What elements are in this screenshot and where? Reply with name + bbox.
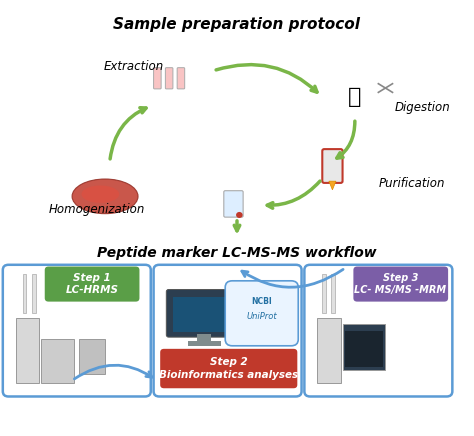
Text: Purification: Purification (378, 177, 445, 190)
FancyBboxPatch shape (3, 265, 151, 396)
Ellipse shape (82, 185, 119, 203)
Bar (343, 324, 385, 370)
Bar (79, 339, 105, 374)
Text: Step 1
LC-HRMS: Step 1 LC-HRMS (65, 272, 118, 295)
Bar (346, 330, 383, 368)
FancyBboxPatch shape (354, 266, 448, 302)
FancyBboxPatch shape (165, 68, 173, 89)
Text: NCBI: NCBI (251, 296, 272, 306)
FancyBboxPatch shape (154, 68, 161, 89)
FancyBboxPatch shape (160, 349, 297, 388)
FancyBboxPatch shape (154, 265, 301, 396)
FancyBboxPatch shape (224, 191, 243, 217)
FancyBboxPatch shape (45, 266, 139, 302)
Bar (322, 274, 326, 313)
FancyBboxPatch shape (166, 290, 242, 337)
Text: Peptide marker LC-MS-MS workflow: Peptide marker LC-MS-MS workflow (97, 246, 377, 260)
Bar (41, 339, 74, 383)
Text: Step 2
Bioinformatics analyses: Step 2 Bioinformatics analyses (159, 357, 298, 379)
FancyBboxPatch shape (304, 265, 452, 396)
Circle shape (236, 212, 243, 218)
Text: Homogenization: Homogenization (48, 203, 145, 216)
FancyBboxPatch shape (322, 149, 343, 183)
Bar (173, 297, 235, 331)
Bar (317, 318, 341, 383)
Bar (331, 274, 335, 313)
FancyBboxPatch shape (177, 68, 185, 89)
Text: Step 3
LC- MS/MS -MRM: Step 3 LC- MS/MS -MRM (355, 272, 447, 295)
Text: 🧬: 🧬 (348, 87, 362, 107)
Text: Extraction: Extraction (103, 60, 164, 73)
Bar (23, 274, 27, 313)
Text: Digestion: Digestion (395, 101, 451, 114)
Ellipse shape (72, 179, 138, 214)
Polygon shape (329, 181, 336, 190)
Bar (16, 318, 39, 383)
FancyBboxPatch shape (225, 281, 298, 346)
Bar (32, 274, 36, 313)
Bar (197, 334, 211, 341)
Text: Sample preparation protocol: Sample preparation protocol (113, 17, 361, 31)
Bar (188, 341, 220, 346)
Text: UniProt: UniProt (246, 312, 277, 321)
